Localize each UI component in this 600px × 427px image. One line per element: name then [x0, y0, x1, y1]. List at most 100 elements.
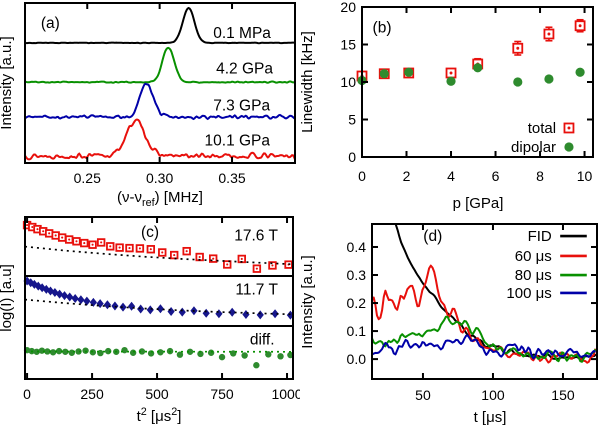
- x-tick-label: 100: [481, 387, 505, 403]
- marker-center-dot: [54, 234, 57, 237]
- series-fit 11.7 T: [24, 298, 294, 316]
- y-tick-label: 0.4: [347, 239, 367, 255]
- diamond-marker: [77, 295, 85, 305]
- series-17.6 T: [22, 220, 293, 273]
- series-fit 17.6 T: [24, 245, 294, 266]
- circle-marker: [544, 74, 554, 84]
- diamond-marker: [66, 292, 74, 302]
- diamond-marker: [215, 309, 223, 319]
- series-4.2 GPa: [25, 46, 295, 84]
- circle-marker: [157, 349, 164, 356]
- marker-center-dot: [26, 224, 29, 227]
- diamond-marker: [228, 307, 236, 317]
- annotation-10.1 GPa: 10.1 GPa: [205, 133, 271, 150]
- diamond-marker: [127, 301, 136, 311]
- circle-marker: [207, 349, 215, 356]
- x-tick-label: 150: [551, 387, 575, 403]
- series-0.1 MPa: [25, 6, 295, 45]
- legend-label-dipolar: dipolar: [511, 139, 556, 156]
- circle-marker: [241, 352, 248, 359]
- marker-center-dot: [75, 240, 78, 243]
- marker-center-dot: [100, 241, 103, 244]
- marker-center-dot: [109, 245, 112, 248]
- series-80 μs: [372, 315, 597, 363]
- panel-b-linewidth: 0 2 4 6 8 10 0 5 10 15 20 total dipolar (b) p [GPa] Lin…: [299, 0, 600, 214]
- diamond-marker: [167, 306, 175, 316]
- legend-label-60 μs: 60 μs: [515, 248, 552, 265]
- plot-frame: [24, 216, 294, 380]
- marker-center-dot: [61, 236, 64, 239]
- circle-marker: [68, 349, 75, 356]
- plot-frame: [371, 223, 598, 380]
- x-axis-label: p [GPa]: [453, 195, 504, 212]
- x-axis-label: t2 [μs2]: [137, 406, 182, 425]
- circle-marker: [230, 350, 237, 357]
- circle-marker: [62, 348, 69, 355]
- annotation-11.7 T: 11.7 T: [235, 281, 278, 298]
- diamond-marker: [271, 309, 279, 319]
- diamond-marker: [38, 283, 46, 293]
- panel-tag-b: (b): [373, 19, 392, 36]
- y-axis-label: Intensity [a.u.]: [0, 36, 15, 129]
- series-11.7 T: [23, 276, 295, 320]
- legend-label-FID: FID: [528, 228, 552, 245]
- panel-d-fid: 50 100 150 0.0 0.1 0.2 0.3 0.4 FID 60 μs 80 μs 100 …: [299, 214, 600, 427]
- marker-center-dot: [118, 246, 121, 249]
- x-tick-label: 0.35: [218, 170, 245, 186]
- series-7.3 GPa: [25, 82, 295, 121]
- series-100 μs: [372, 334, 596, 360]
- panel-c-decay: 0 250 500 750 1000 17.6 T 11.7 T diff. (c) t2 [μs…: [0, 214, 303, 427]
- circle-marker: [55, 347, 63, 355]
- panel-a-spectra: 0.25 0.30 0.35 0.1 MPa 4.2 GPa 7.3 GPa 10.1 GP…: [0, 0, 300, 214]
- x-tick-label: 2: [403, 168, 411, 184]
- plot-frame: [361, 6, 594, 158]
- marker-center-dot: [173, 254, 176, 257]
- marker-center-dot: [161, 251, 164, 254]
- circle-marker: [38, 347, 46, 354]
- annotation-17.6 T: 17.6 T: [234, 228, 278, 245]
- circle-marker: [44, 348, 51, 355]
- diamond-marker: [156, 304, 165, 314]
- y-tick-label: 5: [348, 112, 356, 128]
- diamond-marker: [256, 310, 264, 320]
- circle-marker: [138, 348, 146, 355]
- y-tick-label: 15: [340, 37, 356, 53]
- circle-marker: [404, 67, 414, 77]
- annotation-7.3 GPa: 7.3 GPa: [213, 98, 270, 115]
- circle-marker: [82, 347, 89, 354]
- circle-marker: [186, 348, 194, 355]
- panel-tag-c: (c): [141, 224, 159, 241]
- diamond-marker: [51, 287, 59, 297]
- y-axis-label: Linewidth [kHz]: [300, 31, 316, 133]
- x-tick-label: 10: [577, 168, 593, 184]
- marker-center-dot: [567, 126, 571, 130]
- x-tick-label: 0.30: [146, 170, 173, 186]
- circle-marker: [265, 351, 272, 358]
- circle-marker: [176, 351, 184, 358]
- panel-a-chart: 0.25 0.30 0.35 0.1 MPa 4.2 GPa 7.3 GPa 10.1 GP…: [0, 2, 296, 209]
- y-axis-label: Intensity [a.u.]: [300, 255, 316, 348]
- marker-center-dot: [226, 263, 229, 266]
- x-tick-label: 50: [415, 387, 431, 403]
- circle-marker: [33, 348, 40, 355]
- circle-marker: [575, 67, 585, 77]
- panel-c-chart: 0 250 500 750 1000 17.6 T 11.7 T diff. (c) t2 [μs…: [0, 216, 303, 425]
- marker-center-dot: [31, 225, 34, 229]
- y-tick-label: 0.1: [347, 323, 367, 339]
- marker-center-dot: [255, 267, 258, 270]
- diamond-marker: [96, 299, 104, 309]
- marker-center-dot: [185, 250, 188, 253]
- markers-layer: [356, 18, 586, 87]
- marker-center-dot: [212, 257, 215, 260]
- marker-center-dot: [48, 232, 51, 235]
- marker-center-dot: [91, 243, 94, 246]
- circle-marker: [104, 347, 112, 355]
- marker-center-dot: [36, 228, 39, 231]
- y-tick-label: 0: [348, 149, 356, 165]
- diamond-marker: [119, 302, 127, 312]
- y-tick-label: 10: [340, 74, 356, 90]
- diamond-marker: [60, 291, 69, 301]
- diamond-marker: [178, 307, 186, 317]
- legend-label-80 μs: 80 μs: [515, 267, 552, 284]
